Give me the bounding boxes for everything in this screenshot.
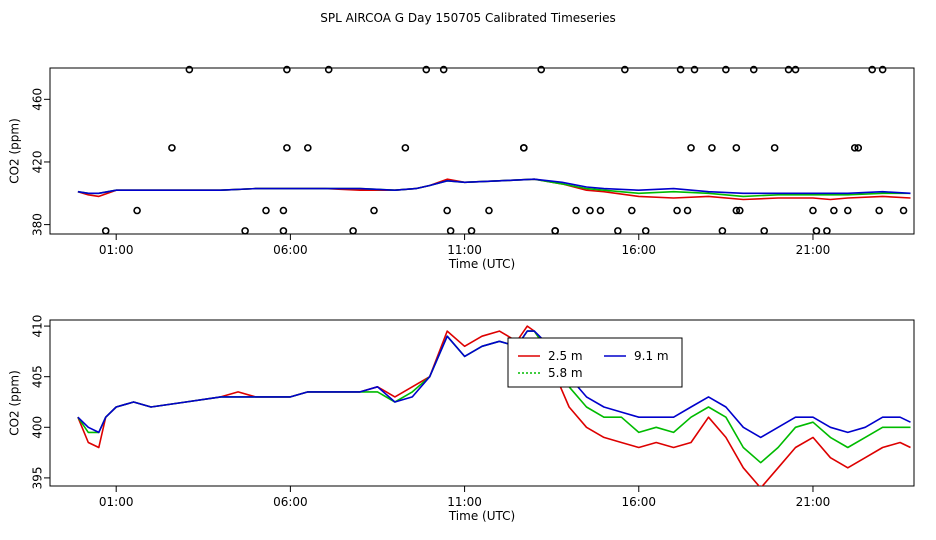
sample-circle xyxy=(537,65,546,74)
upper-panel: 01:00 06:00 11:00 16:00 21:00 380 420 460 Time (… xyxy=(8,65,915,271)
y-tick-label: 380 xyxy=(31,213,45,236)
sample-circle xyxy=(899,206,908,215)
sample-circle xyxy=(572,206,580,215)
plot-frame xyxy=(49,319,915,487)
sample-circle xyxy=(551,227,559,235)
y-tick-label: 460 xyxy=(31,88,45,111)
sample-circle xyxy=(439,65,448,74)
legend-label-s58: 5.8 m xyxy=(548,366,583,380)
sample-circle xyxy=(586,206,594,215)
y-tick-label: 400 xyxy=(31,416,45,439)
y-axis-label: CO2 (ppm) xyxy=(8,370,22,436)
sample-circle xyxy=(875,206,883,215)
y-tick-label: 395 xyxy=(31,466,45,489)
sample-circle xyxy=(596,206,605,215)
series-line-s91 xyxy=(77,330,911,439)
sample-circle xyxy=(283,144,291,152)
x-tick-label: 11:00 xyxy=(447,495,482,509)
sample-circle xyxy=(401,144,410,152)
sample-circle xyxy=(791,65,800,74)
figure-title: SPL AIRCOA G Day 150705 Calibrated Times… xyxy=(320,11,615,25)
sample-circle xyxy=(732,206,741,215)
series-line-s91 xyxy=(77,178,911,195)
x-tick-label: 06:00 xyxy=(273,243,308,257)
sample-circle xyxy=(844,206,852,215)
sample-circle xyxy=(324,65,333,74)
x-tick-label: 06:00 xyxy=(273,495,308,509)
sample-circle xyxy=(101,227,110,235)
sample-circle xyxy=(279,227,288,235)
sample-circle xyxy=(485,206,493,215)
sample-circle xyxy=(443,206,451,215)
sample-circle xyxy=(830,206,838,215)
legend: 2.5 m 9.1 m 5.8 m xyxy=(507,337,683,388)
y-tick-label: 420 xyxy=(31,151,45,174)
plot-frame xyxy=(49,67,915,235)
sample-circle xyxy=(718,227,727,235)
y-tick-label: 410 xyxy=(31,315,45,338)
sample-circle xyxy=(467,227,476,235)
sample-circle xyxy=(168,144,176,152)
x-tick-label: 01:00 xyxy=(99,495,134,509)
sample-circle xyxy=(520,144,528,152)
sample-circle xyxy=(185,65,194,74)
sample-circle xyxy=(673,206,681,215)
sample-circle xyxy=(370,206,378,215)
sample-circle xyxy=(812,227,821,235)
x-tick-label: 11:00 xyxy=(447,243,482,257)
sample-circle xyxy=(241,227,249,235)
x-tick-label: 21:00 xyxy=(796,243,831,257)
sample-circle xyxy=(446,227,455,235)
sample-circle xyxy=(749,65,758,74)
sample-circle xyxy=(283,65,291,74)
sample-circle xyxy=(262,206,270,215)
series-line-s25 xyxy=(77,325,911,486)
sample-circle xyxy=(621,65,629,74)
sample-circle xyxy=(868,65,876,74)
sample-circle xyxy=(850,144,859,152)
x-tick-label: 16:00 xyxy=(621,495,656,509)
sample-circle xyxy=(878,65,887,74)
sample-circle xyxy=(736,206,744,215)
y-axis-label: CO2 (ppm) xyxy=(8,118,22,184)
x-tick-label: 21:00 xyxy=(796,495,831,509)
sample-circle xyxy=(641,227,650,235)
series-line-s58 xyxy=(77,330,911,464)
x-axis-label: Time (UTC) xyxy=(448,509,515,523)
plot-area xyxy=(77,178,911,201)
sample-circle xyxy=(823,227,831,235)
sample-circle xyxy=(279,206,288,215)
sample-circle xyxy=(683,206,692,215)
sample-circle xyxy=(760,227,768,235)
legend-label-s91: 9.1 m xyxy=(634,349,669,363)
sample-circle xyxy=(708,144,716,152)
sample-circle xyxy=(732,144,741,152)
sample-circle xyxy=(422,65,431,74)
x-axis-label: Time (UTC) xyxy=(448,257,515,271)
legend-box xyxy=(507,337,683,388)
sample-circle xyxy=(349,227,357,235)
sample-circle xyxy=(854,144,863,152)
plot-area xyxy=(77,325,911,486)
sample-circle xyxy=(614,227,622,235)
sample-circle xyxy=(133,206,141,215)
legend-label-s25: 2.5 m xyxy=(548,349,583,363)
sample-circle xyxy=(809,206,817,215)
x-tick-label: 01:00 xyxy=(99,243,134,257)
y-tick-label: 405 xyxy=(31,365,45,388)
sample-circle xyxy=(687,144,695,152)
sample-circle xyxy=(676,65,685,74)
series-line-s25 xyxy=(77,178,911,201)
sample-circle xyxy=(770,144,779,152)
sample-circle xyxy=(722,65,730,74)
lower-panel: 01:00 06:00 11:00 16:00 21:00 395 400 405 410 Tim… xyxy=(8,315,915,523)
sample-circle xyxy=(784,65,793,74)
sample-circle xyxy=(690,65,699,74)
sample-circle xyxy=(628,206,636,215)
sample-circle xyxy=(304,144,312,152)
x-tick-label: 16:00 xyxy=(621,243,656,257)
